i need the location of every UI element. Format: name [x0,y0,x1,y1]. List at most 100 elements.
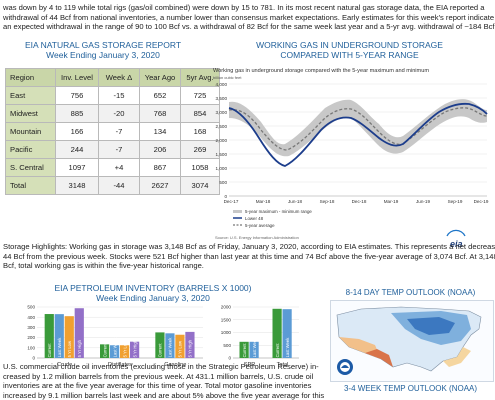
cell-value: 244 [55,140,99,159]
pet-bar-series-label: Current [47,343,52,358]
storage-report: EIA NATURAL GAS STORAGE REPORT Week Endi… [3,40,203,60]
y-tick: 500 [219,180,227,185]
header-inv-level: Inv. Level [55,68,99,87]
y-tick: 4,000 [216,82,228,87]
working-gas-header: WORKING GAS IN UNDERGROUND STORAGE COMPA… [207,40,492,60]
y-tick: 2,000 [216,138,228,143]
pet-y-tick: 2000 [221,305,232,310]
x-tick: Mar-18 [256,199,271,204]
pet-y-tick: 0 [32,356,35,361]
petroleum-paragraph: U.S. commercial crude oil inventories (e… [3,362,325,400]
pet-y-tick: 300 [27,325,35,330]
cell-value: 2627 [139,176,181,195]
petroleum-paragraph-line: U.S. commercial crude oil inventories (e… [3,362,319,371]
cell-value: 3074 [180,176,220,195]
pet-bar-series-label: Current [102,343,107,358]
pet-bar [64,316,74,358]
cell-value: -7 [98,140,140,159]
legend-label-average: 5-year average [245,223,275,228]
much-below-normal-region [407,317,455,335]
pet-bar-series-label: Last Week [168,337,173,358]
cell-value: 166 [55,122,99,141]
x-tick: Jun-18 [288,199,302,204]
header-year-ago: Year Ago [139,68,181,87]
table-row: Mountain 166 -7 134 168 [5,122,220,141]
working-gas-unit: billion cubic feet [213,75,242,80]
pet-y-tick: 0 [228,356,231,361]
pet-bar-series-label: 5 Yr Low [122,340,127,357]
pet-y-tick: 500 [223,343,231,348]
y-tick: 2,500 [216,124,228,129]
header-region: Region [5,68,56,87]
pet-bar [100,344,110,358]
petroleum-paragraph-line: increased by 9.1 million barrels last we… [3,390,325,400]
header-week-delta: Week Δ [98,68,140,87]
petroleum-chart: 0 100 200 300 400 500 0 500 1000 1500 2000 Current… [27,305,299,368]
x-tick: Dec-18 [352,199,367,204]
pet-bar-series-label: Last Week [57,337,62,358]
much-above-normal-region [365,349,393,367]
cell-value: 867 [139,158,181,177]
y-tick: 1,500 [216,152,228,157]
x-tick: Mar-19 [384,199,399,204]
pet-category-label: SPR [244,362,256,368]
petroleum-paragraph-line: creased by 1.2 million barrels from the … [3,371,314,381]
five-year-range-band [229,99,487,157]
pet-bar [120,345,130,358]
outlook-8-14-map [330,300,494,382]
working-gas-inner-title: Working gas in underground storage compa… [213,68,429,74]
x-tick: Dec-19 [474,199,489,204]
pet-bar-series-label: 5 Yr High [132,339,137,357]
cell-value: 134 [139,122,181,141]
us-temp-map [336,306,482,375]
pet-bar [110,345,120,358]
storage-report-subtitle: Week Ending January 3, 2020 [46,50,160,60]
pet-bar-series-label: Current [242,343,247,358]
cell-value: 269 [180,140,220,159]
region-name: S. Central [5,158,56,177]
pet-bar-series-label: 5 Yr High [77,339,82,357]
legend-label-range: 5-year maximum - minimum range [245,209,312,214]
top-paragraph-line: was down by 4 to 119 while total rigs (g… [3,3,485,12]
pet-category-label: Gasoline [164,362,186,368]
cell-value: 1058 [180,158,220,177]
pet-bar [74,308,84,358]
pet-bar [130,341,140,358]
region-name: Total [5,176,56,195]
pet-y-tick: 1000 [221,330,232,335]
storage-report-title: EIA NATURAL GAS STORAGE REPORT [24,40,182,50]
x-tick: Jun-19 [416,199,430,204]
cell-value: -7 [98,122,140,141]
cell-value: 768 [139,104,181,123]
working-gas-title-1: WORKING GAS IN UNDERGROUND STORAGE [256,40,443,50]
pet-y-tick: 200 [27,335,35,340]
header-5yr-avg: 5yr Avg. [180,68,220,87]
pet-bar [44,314,54,358]
pet-bar-series-label: 5 Yr Low [67,340,72,357]
pet-y-tick: 100 [27,345,35,350]
storage-highlights-line: 44 Bcf from the previous week. Stocks we… [3,251,495,261]
cell-value: 206 [139,140,181,159]
pet-bar-series-label: Last Week [285,337,290,358]
working-gas-chart: Working gas in underground storage compa… [209,64,491,264]
outlook-3-4-title: 3-4 WEEK TEMP OUTLOOK (NOAA) [343,384,478,393]
petroleum-paragraph-line: inventories are at the five year average… [3,381,312,391]
pet-bar [249,341,259,358]
cell-value: -44 [98,176,140,195]
eia-logo-text: eia [450,239,463,249]
storage-table-header: Region Inv. Level Week Δ Year Ago 5yr Av… [5,68,220,87]
storage-table-wrap: Region Inv. Level Week Δ Year Ago 5yr Av… [5,68,220,195]
cell-value: 3148 [55,176,99,195]
pet-bar [239,341,249,358]
petroleum-header: EIA PETROLEUM INVENTORY (BARRELS X 1000)… [3,283,303,303]
pet-category-label: Total [277,362,289,368]
pet-category-label: Crude [57,362,72,368]
noaa-logo-mark [341,365,349,368]
table-row: East 756 -15 652 725 [5,86,220,105]
cell-value: -20 [98,104,140,123]
pet-y-tick: 400 [27,315,35,320]
cell-value: -15 [98,86,140,105]
outlook-8-14-title: 8-14 DAY TEMP OUTLOOK (NOAA) [345,288,476,297]
pet-bar [155,332,165,358]
table-row: Total 3148 -44 2627 3074 [5,176,220,195]
